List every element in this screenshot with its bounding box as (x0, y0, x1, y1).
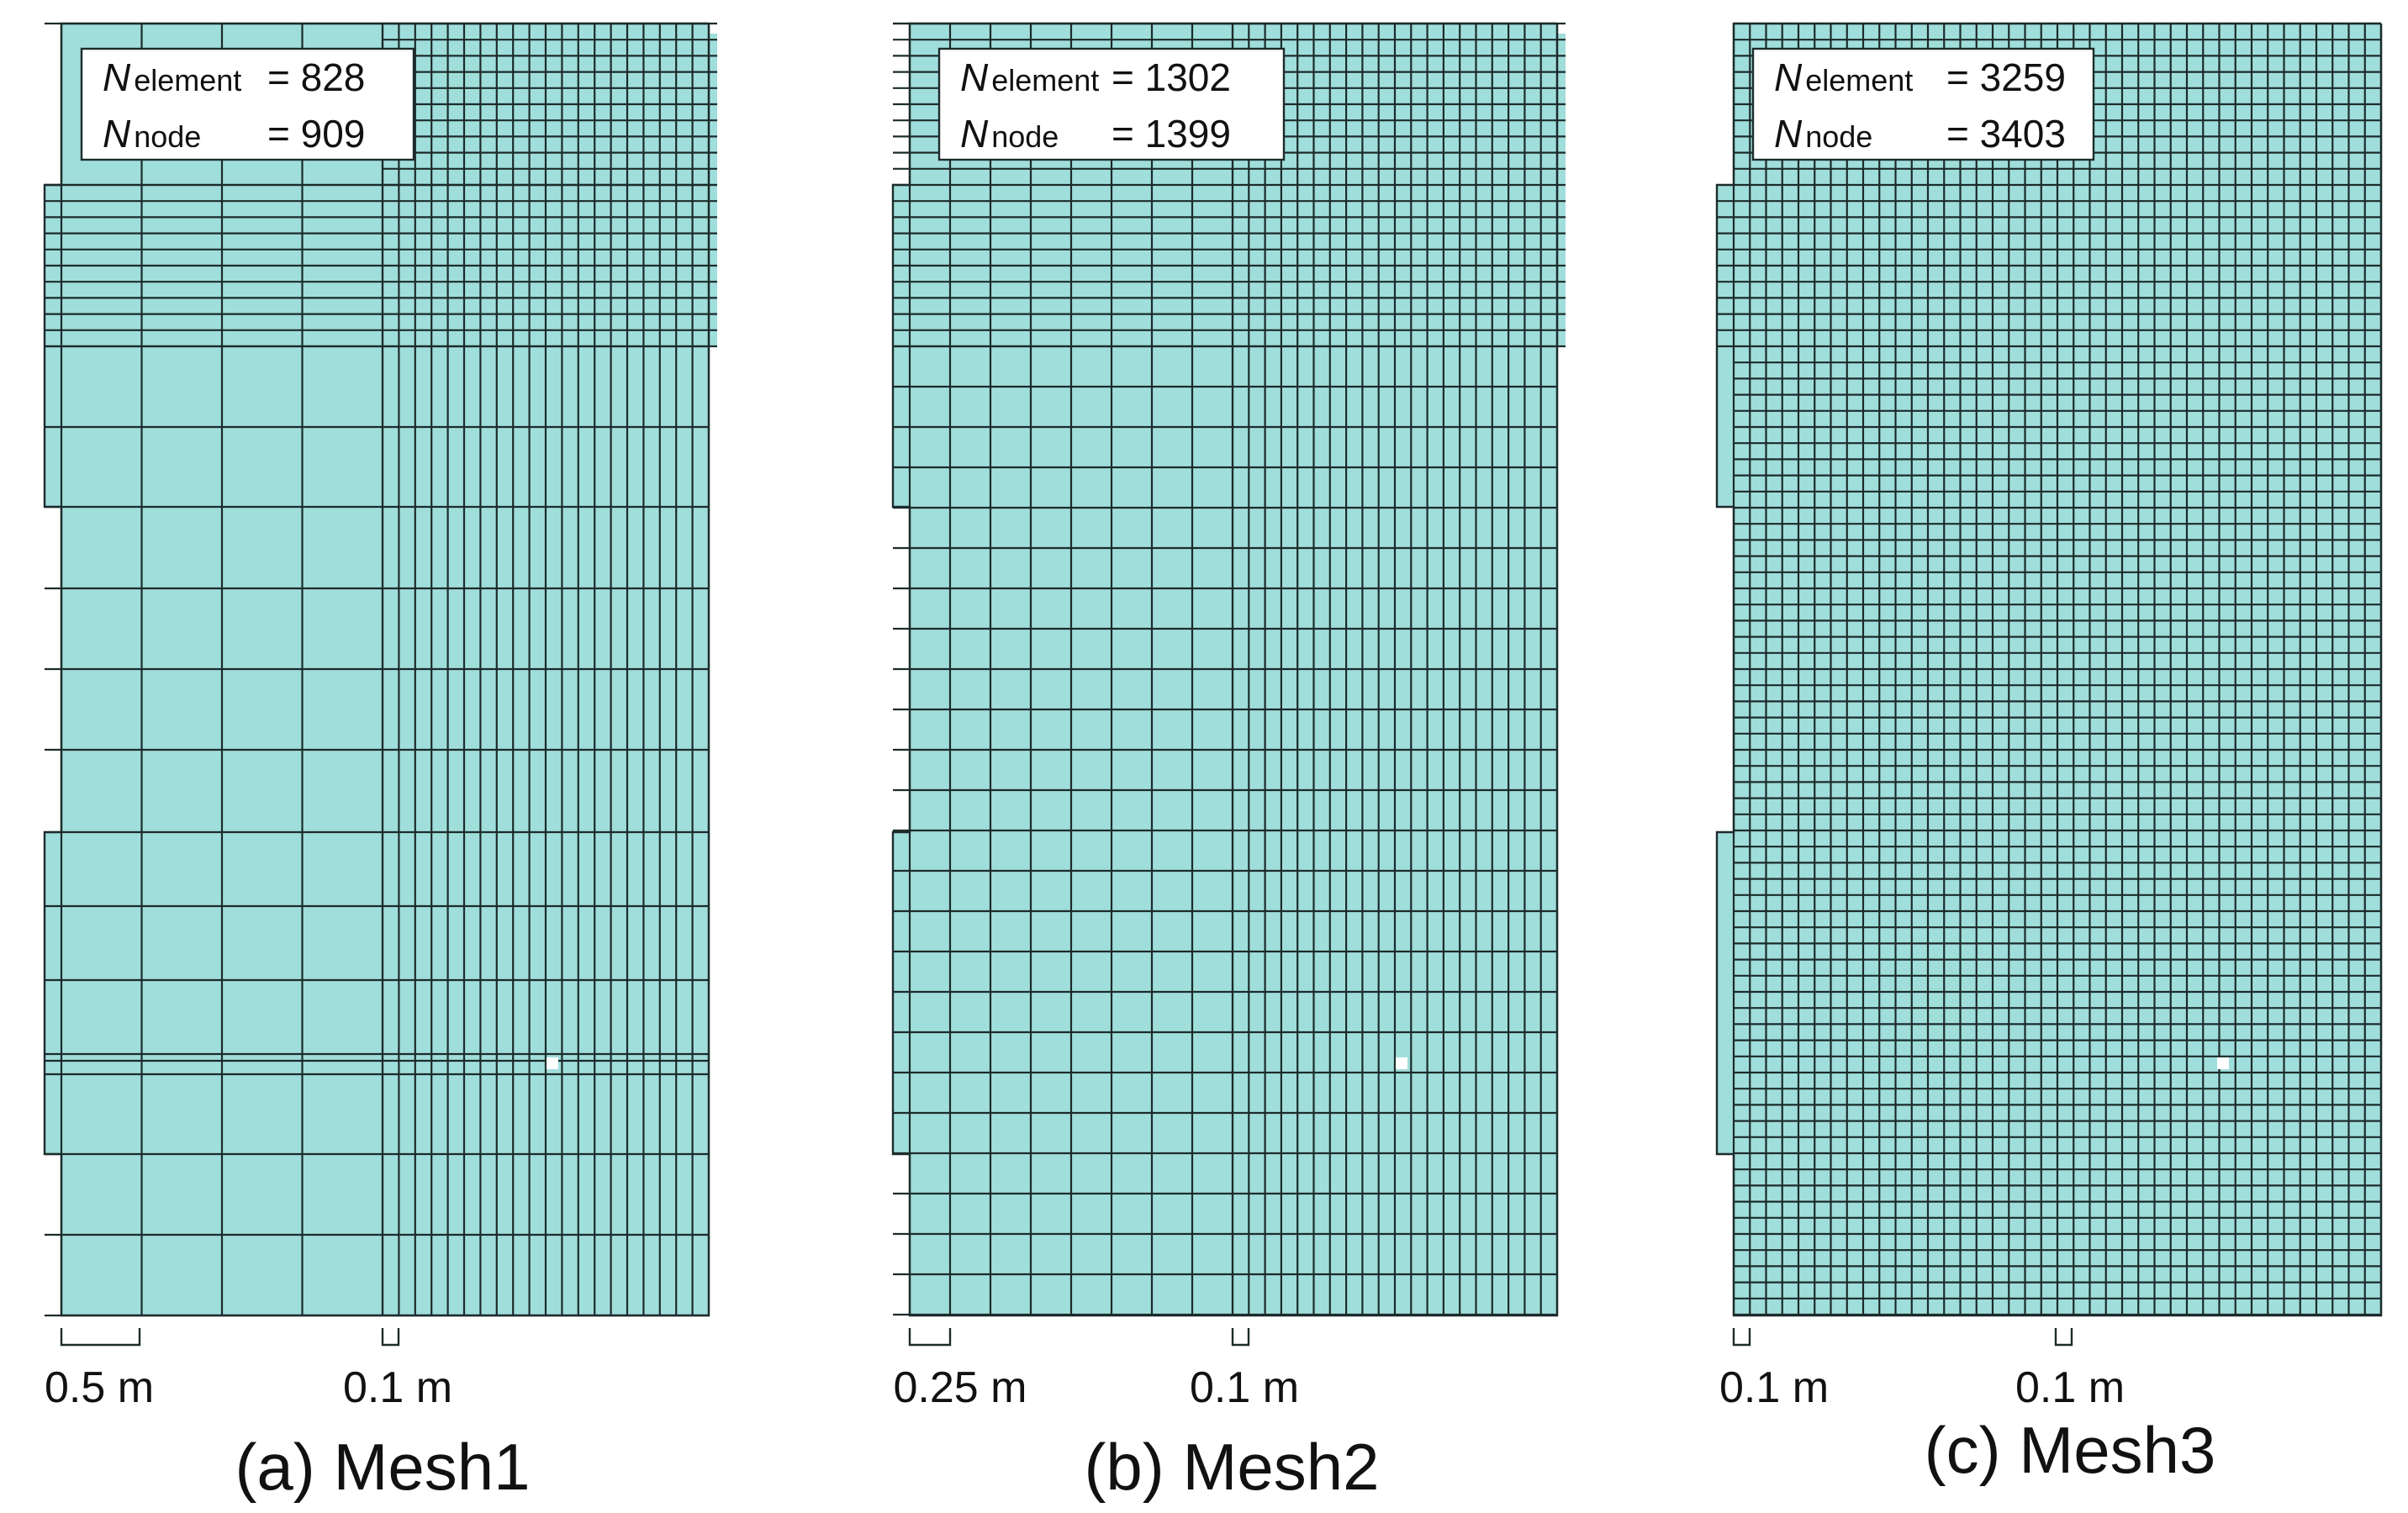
mesh2-probe-marker (1396, 1057, 1407, 1069)
mesh3-grid-lines (1717, 22, 2383, 1316)
mesh1-scale-label-coarse: 0.5 m (45, 1363, 154, 1412)
mesh2-scale-bar-fine (1231, 1328, 1250, 1347)
mesh2-element-count: = 1302 (1112, 55, 1231, 99)
mesh1-probe-marker (547, 1057, 558, 1069)
mesh2-grid-lines (893, 22, 1566, 1316)
mesh3-scale-label-fine: 0.1 m (2015, 1363, 2125, 1412)
mesh3-scale-bar-fine (2054, 1328, 2073, 1347)
mesh2-scale-label-coarse: 0.25 m (894, 1363, 1027, 1412)
mesh3-scale-label-coarse: 0.1 m (1719, 1363, 1829, 1412)
mesh1-grid-lines (45, 22, 717, 1317)
mesh3-outline (1715, 22, 2383, 1317)
mesh1-outline (43, 22, 710, 1317)
mesh1-scale-bar-fine (381, 1328, 400, 1347)
mesh2-outline (891, 22, 1559, 1317)
mesh1-scale-bar-coarse (60, 1328, 141, 1347)
mesh3-scale-bar-coarse (1732, 1328, 1751, 1347)
mesh2-scale-label-fine: 0.1 m (1190, 1363, 1299, 1412)
mesh2-caption: (b) Mesh2 (1084, 1430, 1379, 1504)
mesh1-caption: (a) Mesh1 (235, 1430, 530, 1504)
mesh2-node-count: = 1399 (1112, 112, 1231, 156)
mesh3-node-count: = 3403 (1946, 112, 2066, 156)
mesh1-node-count: = 909 (267, 112, 365, 156)
mesh2-scale-bar-coarse (908, 1328, 952, 1347)
mesh3-caption: (c) Mesh3 (1925, 1413, 2216, 1487)
mesh1-element-count: = 828 (267, 55, 365, 99)
mesh1-scale-label-fine: 0.1 m (343, 1363, 452, 1412)
mesh3-probe-marker (2217, 1057, 2229, 1069)
mesh3-element-count: = 3259 (1946, 55, 2066, 99)
